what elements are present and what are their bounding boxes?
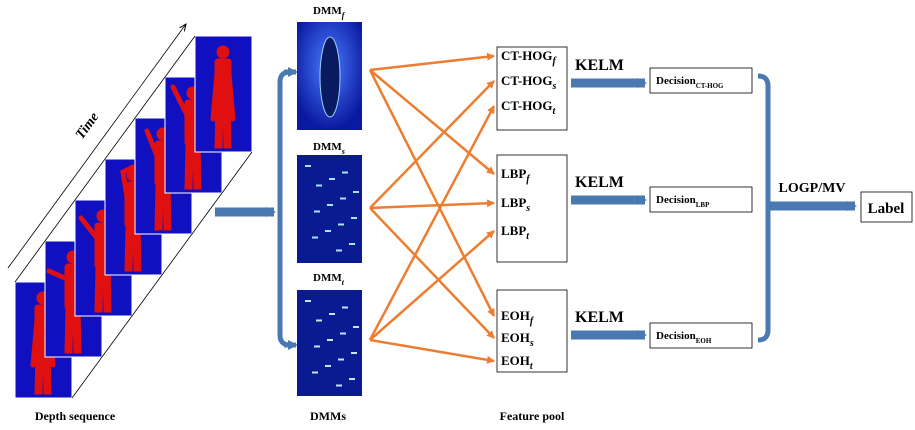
stage-label: Depth sequence (35, 409, 116, 423)
decision-label-base: Decision (656, 330, 696, 342)
dmm-speckle (338, 224, 344, 226)
feature-label-sub: s (525, 203, 530, 214)
feature-label-sub: s (529, 338, 534, 349)
feature-arrow (370, 231, 494, 340)
dmm-label-sub: s (341, 147, 345, 156)
dmm-label: DMMt (313, 272, 345, 287)
dmm-speckle (329, 178, 335, 180)
decision-label-base: Decision (656, 194, 696, 206)
feature-label-base: LBP (501, 195, 526, 210)
fusion-label: LOGP/MV (779, 181, 846, 196)
dmm-speckle (325, 230, 331, 232)
dmm-speckle (349, 243, 355, 245)
bracket (280, 72, 290, 345)
head (217, 46, 229, 58)
dmm-image (297, 155, 362, 263)
diagram: TimeDMMfDMMsDMMtCT-HOGfCT-HOGsCT-HOGtLBP… (0, 0, 915, 430)
feature-arrow (370, 81, 494, 208)
dmm-label: DMMs (313, 141, 345, 156)
feature-arrow (370, 56, 494, 70)
time-label: Time (73, 110, 102, 142)
dmm-speckle (305, 165, 311, 167)
dmm-speckle (353, 326, 359, 328)
decision-label-sub: CT-HOG (696, 82, 724, 90)
decision-label-sub: EOH (696, 337, 712, 345)
dmm-speckle (336, 250, 342, 252)
dmm-figure (320, 37, 340, 117)
dmm-speckle (327, 204, 333, 206)
dmm-image (297, 290, 362, 396)
feature-label-sub: s (552, 81, 557, 92)
dmm-label-sub: f (342, 11, 346, 20)
dmm-label-base: DMM (313, 272, 342, 284)
dmm-speckle (305, 300, 311, 302)
dmm-speckle (351, 352, 357, 354)
feature-label-base: EOH (501, 353, 530, 368)
feature-arrow (370, 106, 494, 340)
classifier-label: KELM (575, 309, 624, 326)
dmm-speckle (349, 378, 355, 380)
dmm-speckle (325, 365, 331, 367)
classifier-label: KELM (575, 174, 624, 191)
dmm-speckle (314, 211, 320, 213)
dmm-speckle (353, 191, 359, 193)
feature-label-base: EOH (501, 330, 530, 345)
feature-arrow (370, 340, 494, 361)
dmm-speckle (329, 313, 335, 315)
fusion-bracket (758, 76, 768, 340)
output-label: Label (868, 201, 905, 217)
feature-arrow (370, 70, 494, 316)
feature-label-base: CT-HOG (501, 73, 553, 88)
dmm-label-base: DMM (313, 141, 342, 153)
feature-arrow (370, 70, 494, 174)
classifier-label: KELM (575, 57, 624, 74)
decision-label-base: Decision (656, 75, 696, 87)
dmm-speckle (316, 320, 322, 322)
feature-label-base: CT-HOG (501, 98, 553, 113)
dmm-label-sub: t (342, 278, 345, 287)
decision-label-sub: LBP (696, 201, 710, 209)
dmm-speckle (316, 185, 322, 187)
dmm-speckle (351, 217, 357, 219)
dmm-speckle (312, 237, 318, 239)
feature-label-base: LBP (501, 223, 526, 238)
feature-label-base: LBP (501, 166, 526, 181)
dmm-speckle (336, 385, 342, 387)
dmm-speckle (342, 307, 348, 309)
feature-arrow (370, 208, 494, 338)
dmm-label-base: DMM (313, 5, 342, 17)
dmm-speckle (338, 359, 344, 361)
dmm-speckle (340, 333, 346, 335)
dmm-speckle (312, 372, 318, 374)
stage-label: Feature pool (500, 409, 565, 423)
dmm-speckle (340, 198, 346, 200)
feature-label-base: CT-HOG (501, 48, 553, 63)
feature-label-base: EOH (501, 308, 530, 323)
dmm-label: DMMf (313, 5, 346, 20)
dmm-speckle (342, 172, 348, 174)
dmm-speckle (327, 339, 333, 341)
stage-label: DMMs (310, 409, 346, 423)
dmm-speckle (314, 346, 320, 348)
feature-arrow (370, 203, 494, 208)
